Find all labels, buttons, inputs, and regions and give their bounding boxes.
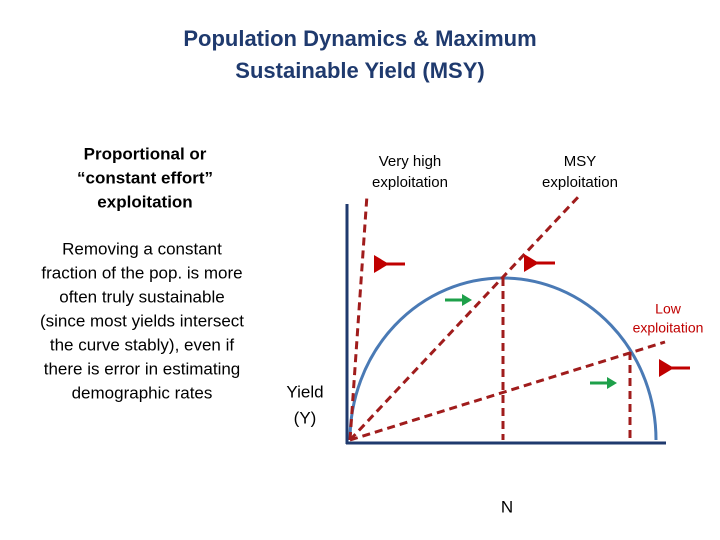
arrow-right-head <box>607 377 617 389</box>
x-axis-label: N <box>501 497 513 516</box>
body-line: there is error in estimating <box>44 359 241 378</box>
msy-label: exploitation <box>542 174 618 191</box>
body-line: Removing a constant <box>62 239 222 258</box>
low-line <box>349 340 666 442</box>
y-axis-label: (Y) <box>294 408 317 427</box>
heading-line: “constant effort” <box>77 168 213 187</box>
heading-line: exploitation <box>97 192 192 211</box>
body-line: often truly sustainable <box>59 287 224 306</box>
very-high-line <box>348 194 369 441</box>
y-axis-label: Yield <box>286 382 323 401</box>
title-line: Sustainable Yield (MSY) <box>235 58 484 83</box>
very-high-label: Very high <box>379 153 442 170</box>
heading-line: Proportional or <box>84 144 207 163</box>
low-label: Low <box>655 301 682 317</box>
arrows <box>374 254 690 389</box>
low-label: exploitation <box>633 320 704 336</box>
very-high-label: exploitation <box>372 174 448 191</box>
body-line: fraction of the pop. is more <box>41 263 242 282</box>
body-line: demographic rates <box>72 383 213 402</box>
arrow-right-head <box>462 294 472 306</box>
title-line: Population Dynamics & Maximum <box>183 26 536 51</box>
msy-label: MSY <box>564 153 597 170</box>
body-line: the curve stably), even if <box>50 335 235 354</box>
body-line: (since most yields intersect <box>40 311 244 330</box>
msy-line <box>348 193 582 442</box>
